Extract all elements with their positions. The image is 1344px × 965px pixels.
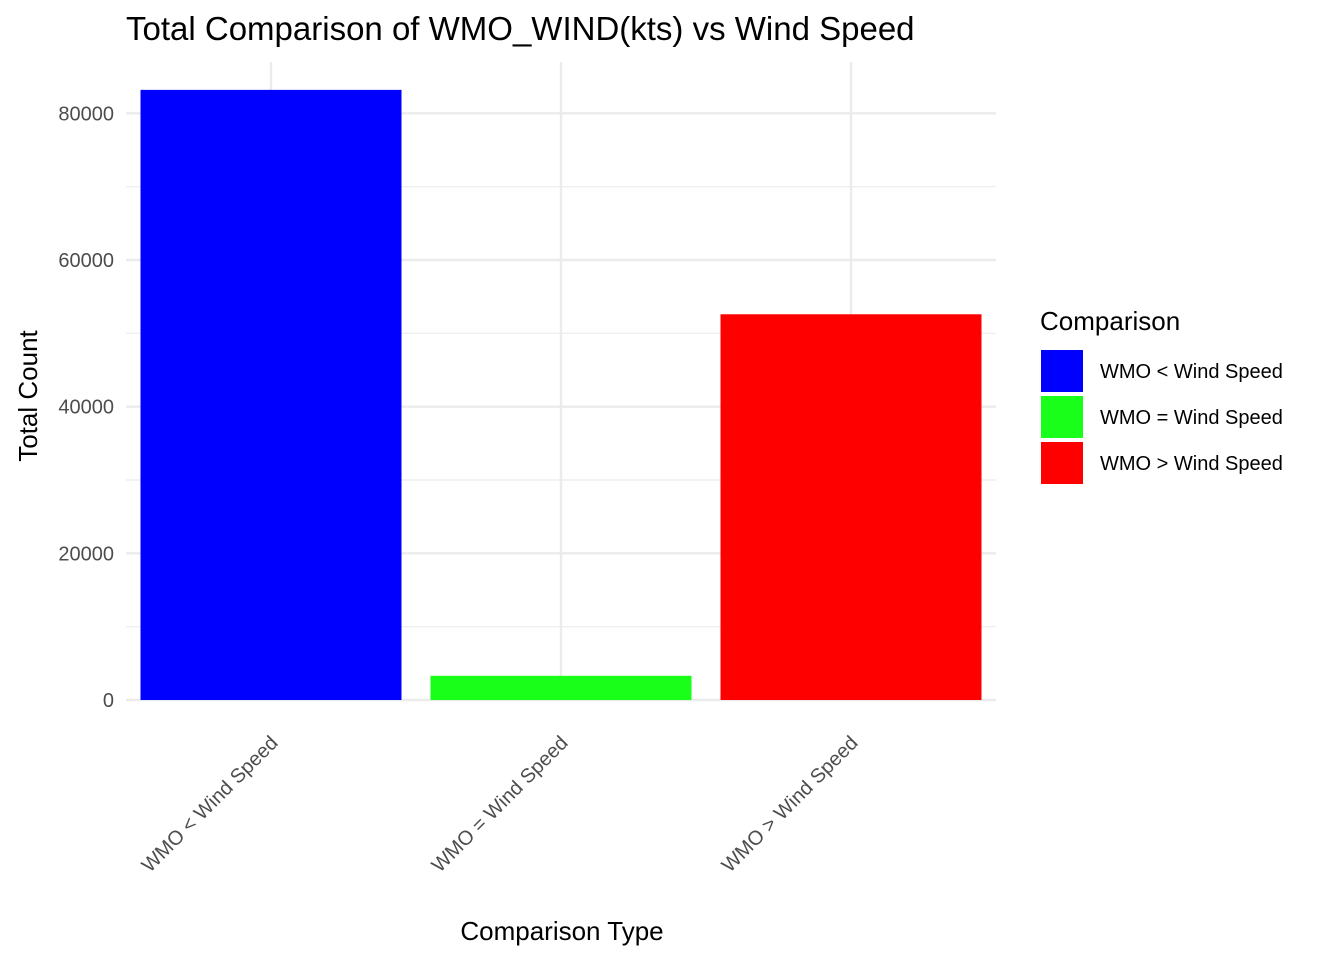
y-axis-ticks: 0 20000 40000 60000 80000 [58,103,114,712]
chart-title: Total Comparison of WMO_WIND(kts) vs Win… [126,10,915,47]
y-tick-label: 60000 [58,250,114,272]
y-axis-title: Total Count [13,329,43,461]
x-tick-label: WMO < Wind Speed [138,732,283,877]
bars [140,89,982,700]
legend-label: WMO > Wind Speed [1100,453,1283,475]
bar [430,675,692,700]
legend: Comparison WMO < Wind Speed WMO = Wind Sp… [1040,306,1283,484]
x-axis-title: Comparison Type [460,916,663,946]
legend-item: WMO = Wind Speed [1041,396,1283,438]
legend-items: WMO < Wind Speed WMO = Wind Speed WMO > Wi… [1041,350,1283,484]
legend-key [1041,350,1083,392]
y-tick-label: 20000 [58,543,114,565]
x-axis-ticks: WMO < Wind Speed WMO = Wind Speed WMO > Wi… [138,732,863,877]
legend-item: WMO < Wind Speed [1041,350,1283,392]
x-tick-label: WMO = Wind Speed [428,732,573,877]
legend-key [1041,396,1083,438]
x-tick-label: WMO > Wind Speed [718,732,863,877]
bar [720,314,982,700]
y-tick-label: 0 [103,690,114,712]
bar [140,89,402,700]
legend-label: WMO = Wind Speed [1100,407,1283,429]
y-tick-label: 40000 [58,397,114,419]
y-tick-label: 80000 [58,103,114,125]
legend-item: WMO > Wind Speed [1041,442,1283,484]
legend-key [1041,442,1083,484]
legend-title: Comparison [1040,306,1180,336]
legend-label: WMO < Wind Speed [1100,361,1283,383]
